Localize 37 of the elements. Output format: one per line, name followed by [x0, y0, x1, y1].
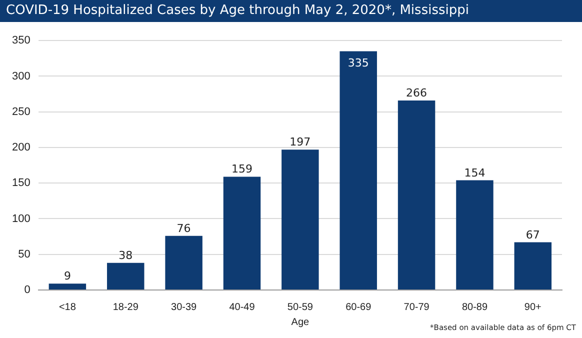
data-label: 67	[526, 228, 540, 242]
y-tick-label: 50	[18, 248, 30, 260]
bar	[514, 242, 552, 290]
bar	[398, 100, 436, 290]
x-tick-label: <18	[58, 302, 76, 313]
x-tick-label: 50-59	[287, 302, 314, 313]
x-tick-label: 40-49	[229, 302, 256, 313]
data-label: 9	[64, 270, 71, 283]
bar	[107, 262, 144, 290]
data-label: 159	[231, 162, 252, 176]
data-label: 76	[176, 222, 191, 235]
x-tick-label: 80-89	[462, 302, 488, 313]
y-tick-label: 100	[12, 212, 30, 225]
bar	[223, 176, 261, 290]
bar	[340, 51, 377, 290]
y-tick-label: 250	[12, 106, 30, 118]
y-tick-label: 300	[12, 70, 30, 82]
bar	[48, 284, 86, 290]
bar	[282, 150, 319, 290]
y-tick-label: 0	[24, 284, 30, 296]
x-tick-label: 30-39	[171, 302, 198, 313]
x-axis-title: Age	[291, 316, 310, 328]
data-label: 266	[406, 86, 428, 100]
data-label: 154	[464, 166, 486, 180]
chart-title: COVID-19 Hospitalized Cases by Age through May 2, 2020*, Mississippi	[0, 0, 582, 22]
y-tick-label: 150	[12, 177, 30, 190]
bar	[456, 180, 494, 290]
x-tick-label: 90+	[524, 302, 542, 313]
x-tick-label: 60-69	[346, 302, 372, 313]
x-tick-label: 70-79	[404, 302, 430, 313]
data-label: 335	[348, 56, 369, 70]
y-tick-label: 350	[12, 34, 30, 47]
bar	[165, 236, 202, 290]
data-label: 38	[118, 248, 133, 262]
x-tick-label: 18-29	[112, 302, 139, 313]
y-tick-label: 200	[12, 142, 30, 154]
data-label: 197	[290, 136, 311, 149]
